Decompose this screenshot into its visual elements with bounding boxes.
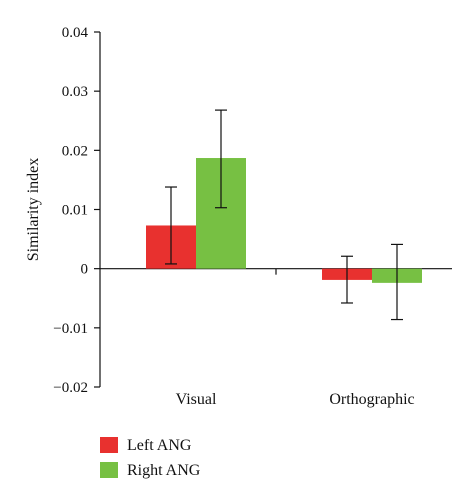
legend: Left ANG Right ANG xyxy=(100,437,201,479)
x-category-label: Orthographic xyxy=(329,391,414,408)
y-ticks: −0.02 −0.01 0 0.01 0.02 0.03 0.04 xyxy=(53,25,100,396)
y-tick-label: 0.04 xyxy=(62,25,89,41)
legend-label: Right ANG xyxy=(127,462,201,479)
x-category-label: Visual xyxy=(176,391,217,408)
bars xyxy=(146,158,422,283)
y-axis-title: Similarity index xyxy=(25,158,42,262)
y-tick-label: 0 xyxy=(81,262,89,278)
legend-swatch xyxy=(100,462,118,478)
category-labels: Visual Orthographic xyxy=(176,268,415,408)
axes xyxy=(99,32,452,387)
y-tick-label: −0.02 xyxy=(53,380,88,396)
legend-swatch xyxy=(100,437,118,453)
y-tick-label: −0.01 xyxy=(53,321,88,337)
y-tick-label: 0.03 xyxy=(62,84,88,100)
y-tick-label: 0.01 xyxy=(62,203,88,219)
legend-label: Left ANG xyxy=(127,437,192,454)
error-bars xyxy=(165,109,403,321)
y-tick-label: 0.02 xyxy=(62,143,88,159)
